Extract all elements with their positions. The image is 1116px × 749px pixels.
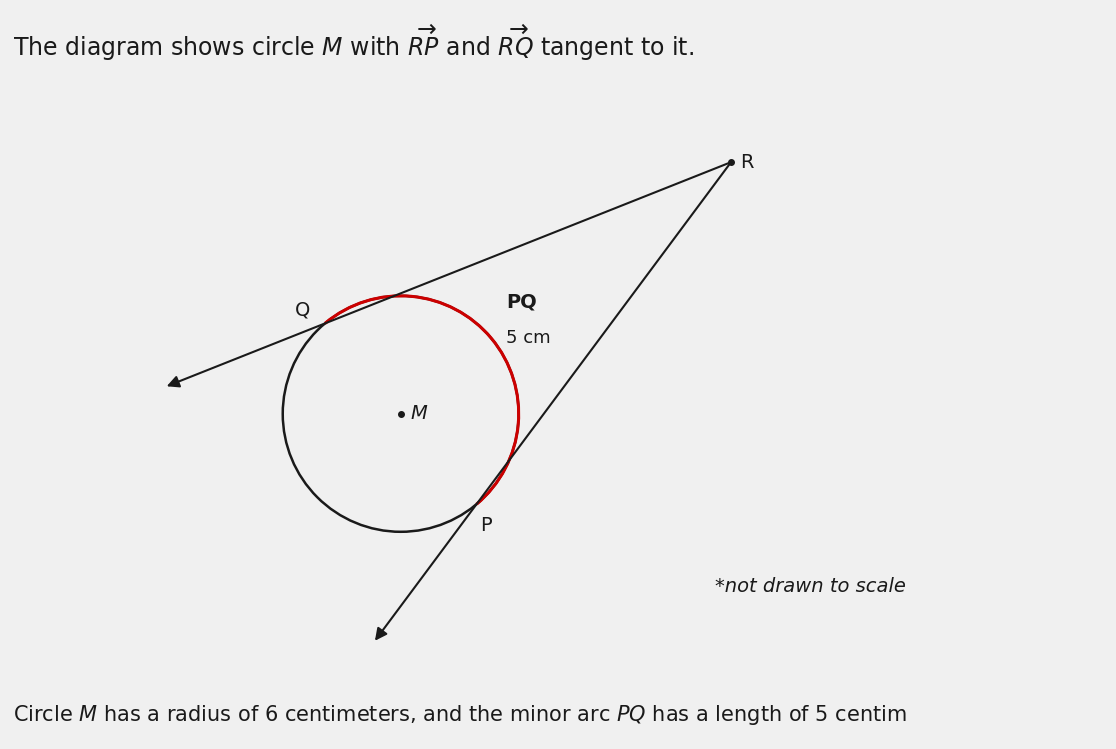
Text: M: M xyxy=(411,404,427,423)
Text: R: R xyxy=(740,153,754,172)
Text: The diagram shows circle $\mathit{M}$ with $\overrightarrow{RP}$ and $\overright: The diagram shows circle $\mathit{M}$ wi… xyxy=(13,22,694,63)
Text: Q: Q xyxy=(296,300,310,320)
Text: PQ: PQ xyxy=(507,292,537,311)
Text: Circle $\mathit{M}$ has a radius of 6 centimeters, and the minor arc $\mathit{PQ: Circle $\mathit{M}$ has a radius of 6 ce… xyxy=(13,703,907,727)
Text: 5 cm: 5 cm xyxy=(507,330,551,348)
Text: P: P xyxy=(481,516,492,535)
Text: *not drawn to scale: *not drawn to scale xyxy=(715,577,906,596)
